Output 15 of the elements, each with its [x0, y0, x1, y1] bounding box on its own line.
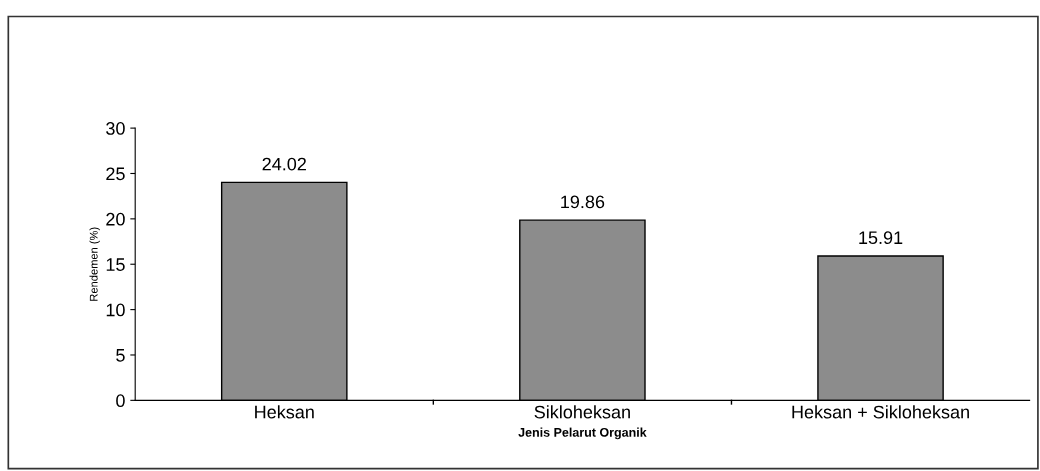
data-label: 24.02 — [262, 157, 306, 171]
x-tick-label: Heksan + Sikloheksan — [792, 405, 969, 419]
y-tick-label: 15 — [106, 258, 125, 271]
y-tick-label: 5 — [116, 349, 125, 362]
y-tick-label: 10 — [106, 303, 125, 317]
y-axis-title: Rendemen (%) — [89, 227, 100, 301]
x-tick-label: Heksan — [255, 405, 314, 419]
data-label: 15.91 — [859, 231, 903, 245]
x-tick-label: Sikloheksan — [534, 405, 630, 419]
y-tick-label: 25 — [106, 167, 125, 181]
x-axis-title: Jenis Pelarut Organik — [518, 427, 647, 440]
y-tick-label: 30 — [106, 122, 125, 135]
y-tick-label: 20 — [106, 212, 125, 226]
data-label: 19.86 — [561, 195, 605, 209]
y-tick-label: 0 — [116, 394, 125, 408]
